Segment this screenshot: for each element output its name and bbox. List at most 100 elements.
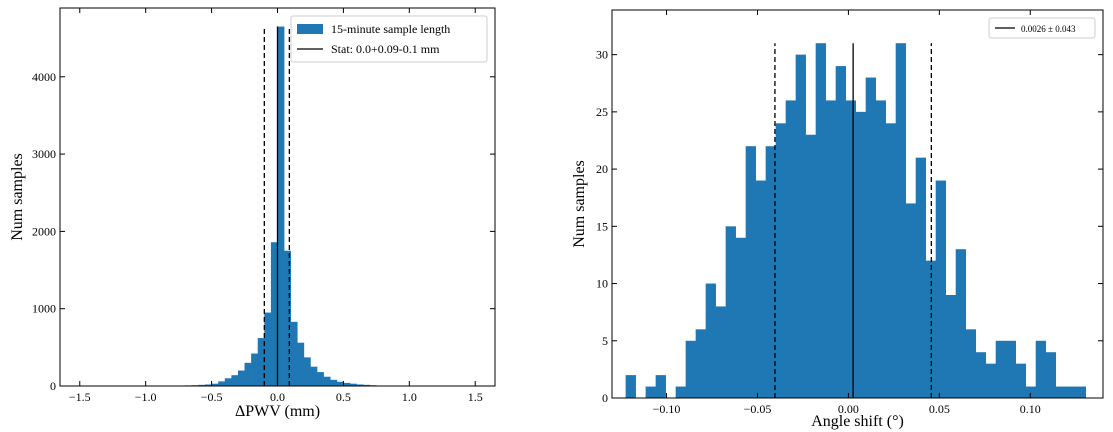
bar	[745, 146, 756, 398]
bar	[885, 123, 896, 398]
bar	[955, 249, 967, 398]
y-axis-label: Num samples	[571, 160, 588, 248]
y-tick-label: 3000	[32, 147, 56, 161]
y-tick-label: 5	[602, 334, 608, 348]
legend: 15-minute sample length Stat: 0.0+0.09-0.…	[290, 15, 488, 63]
y-axis-label: Num samples	[9, 153, 26, 241]
bar	[905, 203, 916, 398]
bar	[356, 384, 364, 386]
bar	[336, 381, 344, 386]
x-tick-label: −1.5	[69, 390, 91, 404]
legend-box	[290, 15, 488, 63]
y-tick-label: 4000	[32, 70, 56, 84]
y-tick-label: 0	[602, 391, 608, 405]
bar	[323, 376, 331, 386]
x-tick-label: 0.0	[270, 390, 285, 404]
bar	[224, 378, 232, 386]
bar	[825, 100, 836, 398]
bar	[343, 382, 351, 386]
x-tick-label: 0.5	[336, 390, 351, 404]
bar	[695, 329, 706, 398]
bar	[975, 352, 987, 398]
bar	[795, 54, 806, 398]
bar	[685, 340, 696, 398]
bar	[875, 100, 886, 398]
x-tick-label: 1.0	[402, 390, 417, 404]
bar	[231, 375, 239, 386]
bar	[1025, 386, 1037, 398]
bar	[1005, 340, 1017, 398]
bar	[1075, 386, 1087, 398]
y-tick-label: 0	[50, 379, 56, 393]
y-tick-label: 1000	[32, 302, 56, 316]
bar	[211, 383, 219, 386]
bar	[755, 180, 766, 398]
bar	[317, 372, 324, 386]
bar	[297, 342, 305, 386]
bar	[1055, 386, 1067, 398]
legend-label: 15-minute sample length	[331, 22, 450, 36]
bar	[645, 386, 656, 398]
x-axis-label: Angle shift (°)	[811, 413, 904, 430]
y-tick-label: 20	[596, 162, 608, 176]
x-tick-label: −0.05	[744, 402, 772, 416]
bar	[290, 321, 298, 386]
bar	[785, 100, 796, 398]
bar	[655, 375, 666, 398]
x-tick-label: 0.00	[838, 402, 859, 416]
bar	[835, 66, 846, 399]
bar	[895, 43, 906, 398]
bar	[257, 338, 265, 386]
bar	[915, 157, 926, 398]
x-tick-label: 0.10	[1020, 402, 1041, 416]
bar	[865, 77, 876, 399]
bar	[1035, 340, 1047, 398]
bar	[965, 329, 977, 398]
y-tick-label: 25	[596, 105, 608, 119]
bar	[935, 180, 946, 398]
bar	[985, 363, 997, 398]
axes-frame	[611, 9, 1104, 399]
bar	[205, 384, 212, 386]
bar	[284, 250, 291, 386]
bar	[1015, 363, 1027, 398]
bar	[845, 100, 856, 398]
bar	[1045, 352, 1057, 398]
legend-label: Stat: 0.0+0.09-0.1 mm	[331, 42, 440, 56]
bar	[855, 111, 866, 398]
bar	[945, 294, 956, 398]
x-tick-label: 1.5	[468, 390, 483, 404]
bar	[765, 146, 776, 398]
bar	[995, 340, 1007, 398]
x-tick-label: −1.0	[135, 390, 157, 404]
bar	[244, 362, 252, 386]
bar	[775, 123, 786, 398]
legend: 0.0026 ± 0.043	[988, 17, 1096, 39]
bar	[625, 375, 636, 398]
x-tick-label: −0.10	[653, 402, 681, 416]
bar	[805, 134, 816, 398]
x-tick-label: −0.5	[201, 390, 223, 404]
y-tick-label: 30	[596, 48, 608, 62]
bar	[310, 366, 318, 386]
bar	[715, 306, 726, 398]
legend-patch	[297, 24, 323, 34]
bar	[277, 26, 285, 386]
y-tick-label: 10	[596, 277, 608, 291]
bar	[264, 312, 272, 386]
bar	[251, 353, 259, 386]
y-tick-label: 15	[596, 219, 608, 233]
legend-label: 0.0026 ± 0.043	[1021, 24, 1076, 34]
x-axis-label: ΔPWV (mm)	[235, 403, 320, 420]
bar	[1065, 386, 1077, 398]
bar	[815, 43, 826, 398]
bar	[725, 226, 736, 398]
bar	[735, 237, 746, 398]
bar	[270, 242, 278, 386]
y-tick-label: 2000	[32, 224, 56, 238]
bar	[350, 383, 357, 386]
bar	[303, 357, 311, 386]
bar	[363, 384, 371, 386]
bar	[330, 379, 338, 386]
